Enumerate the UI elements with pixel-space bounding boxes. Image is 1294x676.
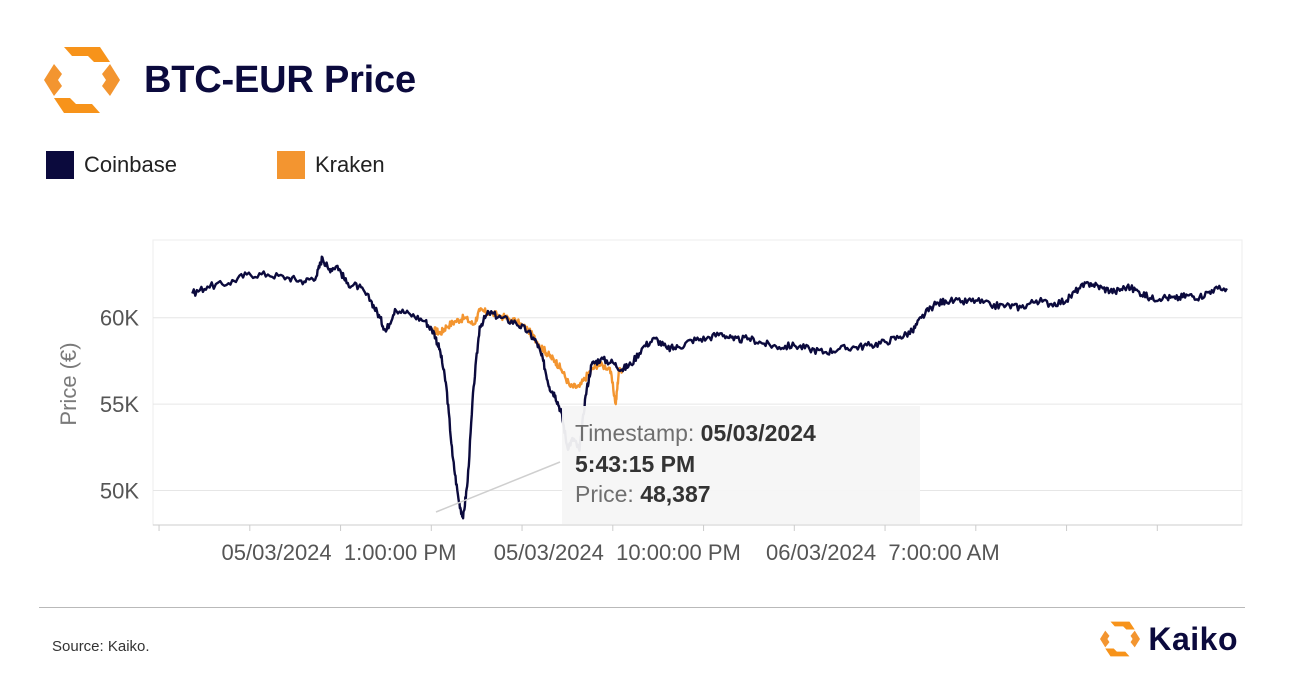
brand-mark: Kaiko [1100, 620, 1238, 658]
tooltip-time-row: 5:43:15 PM [575, 451, 695, 478]
tooltip-connector [435, 461, 561, 513]
chart-title: BTC-EUR Price [144, 58, 416, 101]
y-tick-label: 55K [100, 392, 139, 417]
tooltip-timestamp-label: Timestamp: [575, 420, 695, 446]
tooltip-price-label: Price: [575, 481, 634, 507]
y-tick-label: 50K [100, 478, 139, 503]
footer-divider [39, 607, 1245, 608]
tooltip-timestamp-row: Timestamp: 05/03/2024 [575, 420, 816, 447]
tooltip-price-row: Price: 48,387 [575, 481, 711, 508]
legend-swatch-kraken [276, 151, 305, 179]
series-line-coinbase[interactable] [191, 255, 1228, 520]
x-tick-label: 05/03/2024 10:00:00 PM [494, 540, 741, 565]
legend-item-kraken[interactable]: Kraken [276, 151, 385, 179]
tooltip-price-value: 48,387 [640, 481, 711, 507]
series-line-kraken[interactable] [433, 307, 630, 406]
kaiko-logo-icon [44, 47, 120, 113]
kaiko-brand-icon [1100, 621, 1141, 657]
tooltip-timestamp-date: 05/03/2024 [700, 420, 816, 446]
x-tick-label: 06/03/2024 7:00:00 AM [766, 540, 1000, 565]
y-tick-label: 60K [100, 306, 139, 331]
x-tick-label: 05/03/2024 1:00:00 PM [222, 540, 457, 565]
legend-label-coinbase: Coinbase [84, 152, 177, 177]
source-note: Source: Kaiko. [52, 638, 150, 655]
tooltip-timestamp-time: 5:43:15 PM [575, 451, 696, 477]
legend-swatch-coinbase [46, 151, 74, 179]
legend-label-kraken: Kraken [314, 152, 385, 177]
price-chart[interactable]: 50K 55K 60K 05/03/2024 1:00:00 PM 05/03/2024… [0, 0, 1294, 600]
data-tooltip: Timestamp: 05/03/2024 5:43:15 PM Price: … [562, 406, 920, 524]
chart-legend: Coinbase Kraken [46, 151, 485, 179]
chart-header: BTC-EUR Price [44, 44, 416, 116]
legend-item-coinbase[interactable]: Coinbase [46, 151, 177, 179]
brand-name: Kaiko [1148, 620, 1238, 657]
y-axis-label: Price (€) [56, 342, 81, 425]
